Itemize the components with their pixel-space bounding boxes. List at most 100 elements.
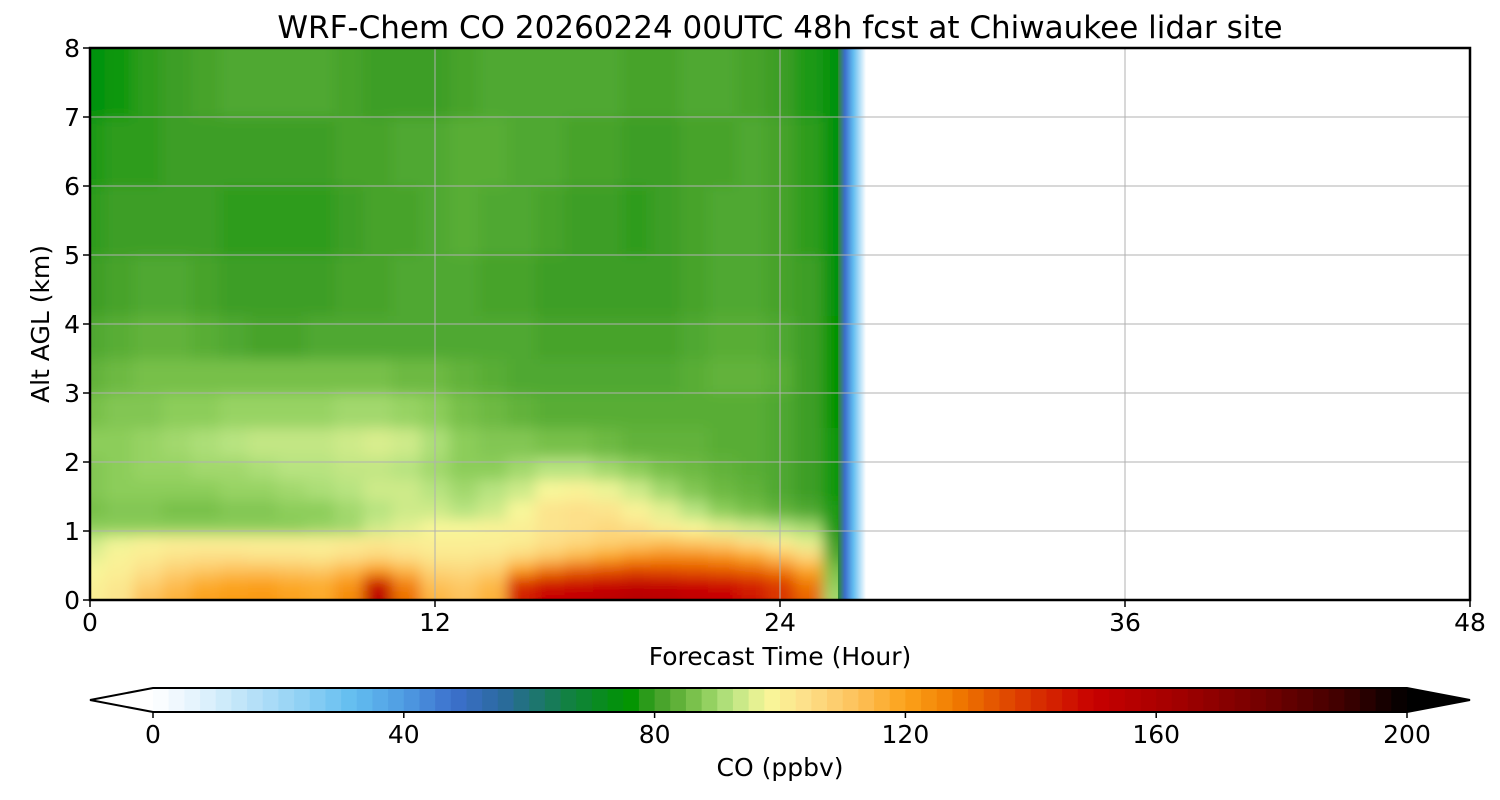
heatmap-cell: [708, 456, 738, 480]
heatmap-cell: [219, 48, 249, 118]
y-tick-label: 7: [64, 103, 80, 132]
heatmap-cell: [708, 479, 738, 501]
heatmap-cell: [621, 499, 652, 520]
heatmap-cell: [334, 427, 364, 458]
heatmap-cell: [363, 589, 393, 600]
heatmap-cell: [248, 358, 278, 394]
colorbar-segment: [607, 688, 624, 712]
heatmap-cell: [276, 562, 307, 577]
heatmap-cell: [219, 534, 249, 549]
heatmap-cell: [621, 456, 652, 480]
heatmap-cell: [161, 393, 192, 429]
co-heatmap: [90, 48, 866, 600]
colorbar-segment: [325, 688, 342, 712]
heatmap-cell: [478, 499, 508, 520]
heatmap-cell: [564, 575, 594, 591]
heatmap-cell: [708, 499, 738, 520]
heatmap-cell: [248, 499, 278, 520]
colorbar-segment: [153, 688, 170, 712]
heatmap-cell: [104, 479, 134, 501]
heatmap-cell: [593, 393, 623, 429]
heatmap-cell: [90, 358, 105, 394]
heatmap-cell: [90, 186, 105, 256]
heatmap-cell: [506, 186, 537, 256]
heatmap-cell: [305, 358, 335, 394]
heatmap-cell: [276, 456, 307, 480]
colorbar-segment: [1062, 688, 1079, 712]
heatmap-cell: [219, 358, 249, 394]
heatmap-cell: [736, 186, 767, 256]
heatmap-cell: [794, 117, 824, 187]
heatmap-cell: [650, 48, 680, 118]
heatmap-cell: [391, 589, 422, 600]
heatmap-cell: [621, 48, 652, 118]
heatmap-cell: [650, 562, 680, 577]
heatmap-cell: [478, 48, 508, 118]
heatmap-cell: [190, 518, 220, 535]
colorbar-segment: [309, 688, 326, 712]
heatmap-cell: [363, 479, 393, 501]
heatmap-cell: [334, 358, 364, 394]
heatmap-cell: [90, 548, 105, 563]
colorbar-segment: [419, 688, 436, 712]
heatmap-cell: [248, 562, 278, 577]
heatmap-cell: [708, 562, 738, 577]
colorbar-ticks: 0 40 80 120 160 200: [145, 712, 1431, 749]
heatmap-cell: [621, 518, 652, 535]
heatmap-cell: [334, 48, 364, 118]
heatmap-cell: [161, 427, 192, 458]
heatmap-cell: [478, 518, 508, 535]
heatmap-cell: [535, 456, 565, 480]
heatmap-cell: [190, 117, 220, 187]
heatmap-cell: [104, 255, 134, 316]
colorbar: [89, 687, 1471, 713]
colorbar-segment: [905, 688, 922, 712]
heatmap-cell: [334, 255, 364, 316]
colorbar-segment: [435, 688, 452, 712]
heatmap-cell: [794, 499, 824, 520]
heatmap-cell: [506, 456, 537, 480]
heatmap-cell: [564, 479, 594, 501]
heatmap-cell: [248, 186, 278, 256]
heatmap-cell: [593, 479, 623, 501]
heatmap-cell: [449, 117, 479, 187]
heatmap-cell: [593, 548, 623, 563]
heatmap-cell: [133, 358, 163, 394]
heatmap-cell: [305, 575, 335, 591]
heatmap-cell: [621, 534, 652, 549]
heatmap-cell: [161, 499, 192, 520]
heatmap-cell: [736, 534, 767, 549]
colorbar-segment: [576, 688, 593, 712]
heatmap-cell: [248, 48, 278, 118]
heatmap-cell: [90, 315, 105, 360]
heatmap-cell: [736, 427, 767, 458]
heatmap-cell: [305, 562, 335, 577]
heatmap-cell: [334, 575, 364, 591]
heatmap-cell: [736, 456, 767, 480]
heatmap-cell: [650, 575, 680, 591]
heatmap-cell: [679, 562, 709, 577]
colorbar-segment: [1297, 688, 1314, 712]
heatmap-cell: [391, 575, 422, 591]
heatmap-cell: [161, 456, 192, 480]
heatmap-cell: [161, 117, 192, 187]
heatmap-cell: [679, 186, 709, 256]
heatmap-cell: [391, 186, 422, 256]
heatmap-cell: [391, 315, 422, 360]
colorbar-segment: [780, 688, 797, 712]
heatmap-cell: [794, 427, 824, 458]
heatmap-cell: [593, 456, 623, 480]
heatmap-cell: [564, 358, 594, 394]
heatmap-cell: [679, 499, 709, 520]
heatmap-cell: [736, 518, 767, 535]
heatmap-cell: [535, 548, 565, 563]
colorbar-segment: [717, 688, 734, 712]
heatmap-cell: [363, 186, 393, 256]
heatmap-cell: [190, 479, 220, 501]
heatmap-cell: [794, 548, 824, 563]
heatmap-cell: [794, 393, 824, 429]
heatmap-cell: [133, 589, 163, 600]
heatmap-cell: [363, 393, 393, 429]
heatmap-cell: [535, 427, 565, 458]
